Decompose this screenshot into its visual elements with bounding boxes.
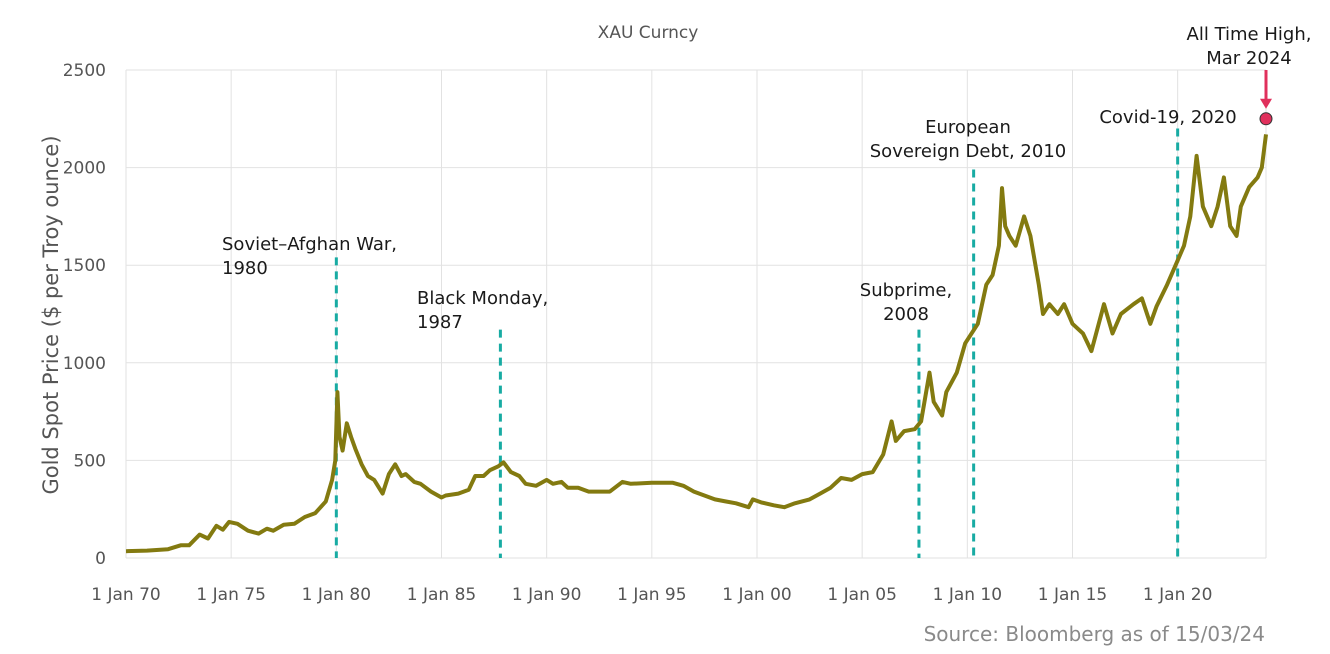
- y-axis-ticks: 0 500 1000 1500 2000 2500: [63, 61, 106, 569]
- gold-price-series-line: [125, 134, 1268, 554]
- ath-marker-dot: [1259, 112, 1273, 126]
- x-tick-label: 1 Jan 20: [1143, 585, 1212, 605]
- ath-label: Mar 2024: [1206, 48, 1292, 69]
- event-lines: [334, 128, 1180, 558]
- y-axis-label: Gold Spot Price ($ per Troy ounce): [39, 135, 63, 494]
- y-tick-label: 2000: [63, 159, 106, 179]
- x-tick-label: 1 Jan 15: [1038, 585, 1107, 605]
- x-tick-label: 1 Jan 85: [407, 585, 476, 605]
- ath-label: All Time High,: [1187, 24, 1312, 45]
- event-annotation-label: Subprime,: [860, 280, 952, 301]
- grid: [125, 69, 1267, 559]
- x-tick-label: 1 Jan 95: [617, 585, 686, 605]
- x-tick-label: 1 Jan 00: [722, 585, 791, 605]
- event-annotation-label: Soviet–Afghan War,: [222, 234, 397, 255]
- event-annotation-label: 1987: [417, 312, 463, 333]
- y-tick-label: 1500: [63, 256, 106, 276]
- event-annotation-label: 1980: [222, 258, 268, 279]
- event-annotation-label: Black Monday,: [417, 288, 548, 309]
- x-tick-label: 1 Jan 75: [196, 585, 265, 605]
- x-tick-label: 1 Jan 10: [933, 585, 1002, 605]
- y-tick-label: 0: [95, 549, 106, 569]
- x-axis-ticks: 1 Jan 70 1 Jan 75 1 Jan 80 1 Jan 85 1 Jan 90…: [91, 585, 1212, 605]
- x-tick-label: 1 Jan 05: [827, 585, 896, 605]
- y-tick-label: 1000: [63, 354, 106, 374]
- x-tick-label: 1 Jan 80: [302, 585, 371, 605]
- chart-title: XAU Curncy: [598, 23, 699, 43]
- y-tick-label: 500: [74, 451, 106, 471]
- event-annotation-label: Covid-19, 2020: [1099, 107, 1236, 128]
- source-note: Source: Bloomberg as of 15/03/24: [924, 622, 1265, 646]
- event-annotation-label: Sovereign Debt, 2010: [870, 141, 1066, 162]
- event-annotation-label: 2008: [883, 304, 929, 325]
- all-time-high-annotation: All Time High, Mar 2024: [1187, 24, 1312, 126]
- ath-arrow-head: [1260, 98, 1272, 109]
- x-tick-label: 1 Jan 70: [91, 585, 160, 605]
- event-annotations: Soviet–Afghan War, 1980 Black Monday, 1987 S…: [222, 107, 1237, 333]
- event-annotation-label: European: [925, 117, 1011, 138]
- y-tick-label: 2500: [63, 61, 106, 81]
- x-tick-label: 1 Jan 90: [512, 585, 581, 605]
